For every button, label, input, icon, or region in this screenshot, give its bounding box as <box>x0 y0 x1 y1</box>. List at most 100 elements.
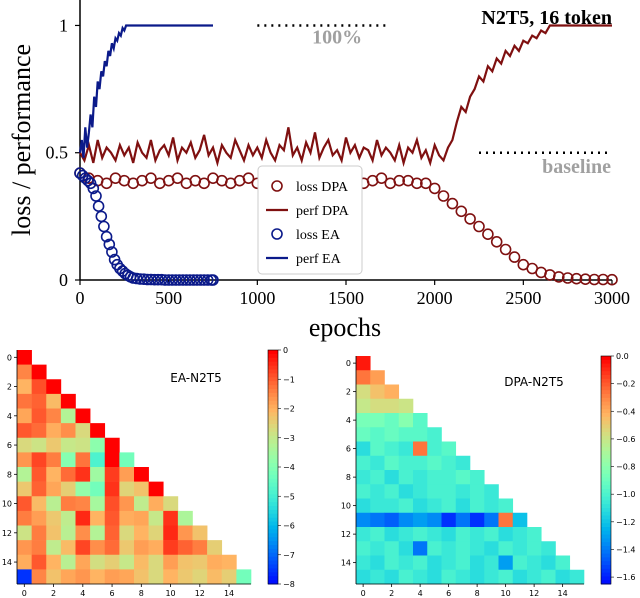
colorbar-frame <box>600 355 612 585</box>
heatmap-cell <box>46 525 62 541</box>
data-point <box>411 177 423 190</box>
heatmap-cell <box>75 540 91 556</box>
data-point <box>92 200 105 212</box>
heatmap-cell <box>398 455 414 471</box>
heatmap-cell <box>470 470 485 485</box>
heatmap-cell <box>413 441 428 457</box>
colorbar-segment <box>601 363 611 368</box>
heatmap-cell <box>356 470 371 485</box>
heatmap-cell <box>541 555 556 571</box>
colorbar-segment <box>268 447 278 452</box>
colorbar-segment <box>268 564 278 569</box>
heatmap-cell <box>370 455 385 471</box>
heatmap-cell <box>17 525 32 541</box>
heatmap-cell <box>484 527 499 542</box>
data-point <box>499 243 512 256</box>
heatmap-cell <box>104 569 120 585</box>
colorbar-segment <box>601 485 611 490</box>
heatmap-cell <box>455 512 471 528</box>
colorbar-segment <box>268 357 278 363</box>
data-point <box>103 238 116 251</box>
heatmap-cell <box>31 452 47 468</box>
colorbar-segment <box>268 486 278 491</box>
heatmap-cell <box>512 512 528 528</box>
data-point <box>464 213 476 225</box>
heatmap-cell <box>60 467 76 482</box>
colorbar-segment <box>268 463 278 468</box>
y-tick-label: 10 <box>2 500 12 509</box>
heatmap-cell <box>498 527 514 542</box>
heatmap-cell <box>470 498 485 514</box>
colorbar-segment <box>268 525 278 530</box>
heatmap-cell <box>356 527 371 542</box>
heatmap-cell <box>384 427 400 442</box>
heatmap-cell <box>441 441 457 457</box>
heatmap-cell <box>470 541 485 556</box>
heatmap-cell <box>356 356 371 371</box>
data-point <box>171 172 184 184</box>
heatmap-cell <box>484 512 499 528</box>
colorbar-tick-label: −0.6 <box>616 435 635 444</box>
heatmap-cell <box>470 484 485 499</box>
heatmap-cell <box>46 554 62 570</box>
data-point <box>428 182 441 195</box>
heatmap-cell <box>370 370 385 385</box>
heatmap-cell <box>398 470 414 485</box>
colorbar-tick-label: −3 <box>283 434 295 443</box>
heatmap-cell <box>555 555 571 571</box>
heatmap-cell <box>398 413 414 428</box>
x-tick-label: 1000 <box>239 288 275 308</box>
heatmap-cell <box>119 540 135 556</box>
heatmap-cell <box>484 555 499 571</box>
colorbar-segment <box>268 576 278 581</box>
heatmap-cell <box>104 496 120 512</box>
legend-box <box>257 165 363 275</box>
data-point <box>100 230 113 243</box>
heatmap-cell <box>31 364 47 380</box>
heatmap-cell <box>356 398 371 414</box>
heatmap-cell <box>398 541 414 556</box>
heatmap-cell <box>17 452 32 468</box>
heatmap-cell <box>427 455 442 471</box>
colorbar-segment <box>268 350 278 355</box>
colorbar-segment <box>268 381 278 386</box>
heatmap-cell <box>17 379 32 395</box>
heatmap-cell <box>17 467 32 482</box>
heatmap-cell <box>90 540 106 556</box>
heatmap-cell <box>398 512 414 528</box>
y-tick-label: 2 <box>346 388 351 397</box>
y-tick-label: 0 <box>59 270 68 290</box>
colorbar-tick-label: −0.8 <box>616 463 635 472</box>
heatmap-cell <box>17 510 32 526</box>
heatmap-cell <box>356 370 371 385</box>
heatmap-cell <box>384 541 400 556</box>
heatmap-cell <box>441 541 457 556</box>
heatmap-cell <box>60 496 76 512</box>
heatmap-cell <box>555 569 571 585</box>
heatmap-cell <box>90 496 106 512</box>
data-point <box>95 210 108 223</box>
heatmap-cell <box>441 455 457 471</box>
colorbar-segment <box>268 416 278 421</box>
heatmap-cell <box>498 512 514 528</box>
data-point <box>198 274 210 286</box>
y-tick-label: 8 <box>346 473 351 482</box>
colorbar-segment <box>601 435 611 441</box>
heatmap-cell <box>46 393 62 409</box>
heatmap-cell <box>119 452 135 468</box>
heatmap-cell <box>470 555 485 571</box>
y-tick-label: 14 <box>341 559 351 568</box>
heatmap-cell <box>134 525 149 541</box>
heatmap-cell <box>384 384 400 400</box>
data-point <box>198 177 210 190</box>
heatmap-cell <box>90 525 106 541</box>
heatmap-cell <box>356 484 371 499</box>
colorbar-segment <box>268 369 278 374</box>
heatmap-cell <box>498 555 514 571</box>
heatmap-cell <box>31 554 47 570</box>
heatmap-cell <box>441 527 457 542</box>
colorbar-segment <box>268 533 278 538</box>
heatmap-cell <box>17 393 32 409</box>
x-axis-label: epochs <box>309 313 381 342</box>
heatmap-cell <box>46 540 62 556</box>
